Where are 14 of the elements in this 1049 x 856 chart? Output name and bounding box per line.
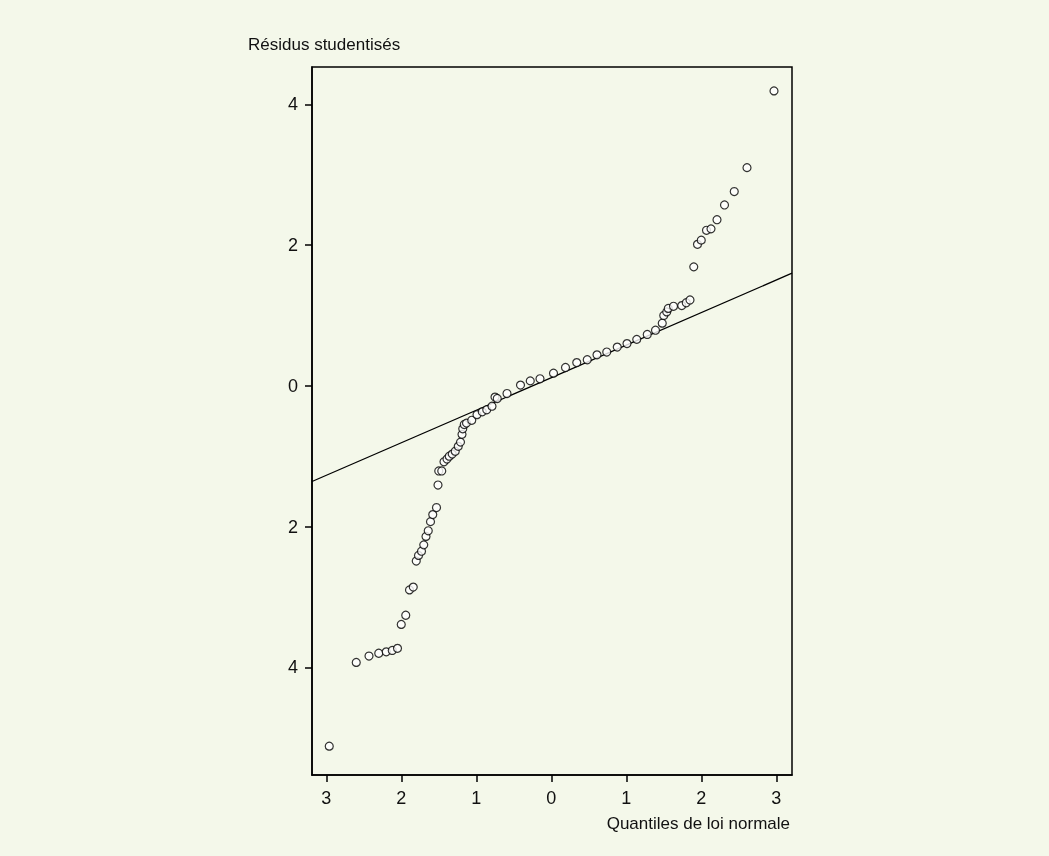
x-axis-title: Quantiles de loi normale <box>606 814 790 833</box>
x-tick-label: 2 <box>396 788 407 808</box>
y-tick-label: 2 <box>287 516 298 537</box>
x-tick-label: 1 <box>621 788 632 808</box>
y-tick-label: 0 <box>287 375 298 396</box>
x-tick-label: 1 <box>471 788 482 808</box>
x-tick-label: 3 <box>771 788 782 808</box>
y-axis-title: Résidus studentisés <box>248 35 401 54</box>
x-tick-label: 3 <box>321 788 332 808</box>
x-tick-label: 0 <box>546 788 557 808</box>
y-tick-label: 4 <box>287 94 298 115</box>
y-tick-label: 2 <box>287 235 298 256</box>
y-tick-label: 4 <box>287 657 298 678</box>
x-tick-label: 2 <box>696 788 707 808</box>
